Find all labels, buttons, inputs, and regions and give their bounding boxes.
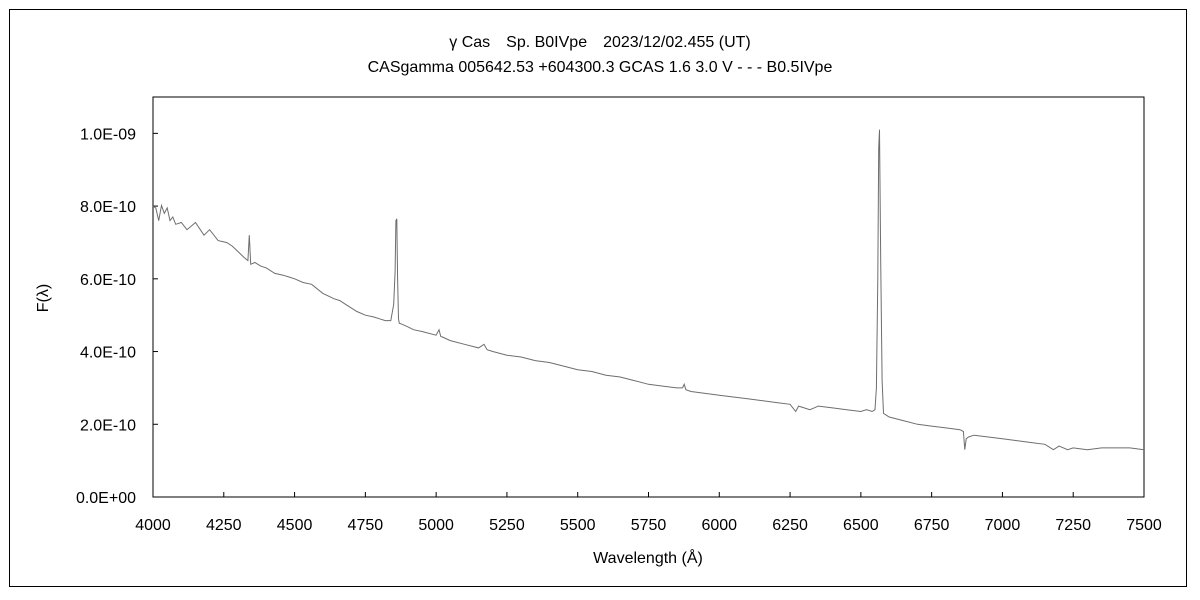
- y-axis-label: F(λ): [35, 284, 52, 312]
- plot-area: [152, 96, 1145, 498]
- x-tick-label: 4000: [135, 517, 171, 534]
- x-tick-label: 7000: [985, 517, 1021, 534]
- chart-subtitle: CASgamma 005642.53 +604300.3 GCAS 1.6 3.…: [367, 59, 833, 76]
- y-tick-label: 4.0E-10: [80, 345, 136, 362]
- y-tick-label: 8.0E-10: [80, 199, 136, 216]
- x-tick-label: 7250: [1055, 517, 1091, 534]
- chart-title: γ Cas Sp. B0IVpe 2023/12/02.455 (UT): [449, 34, 751, 51]
- x-tick-label: 5000: [418, 517, 454, 534]
- x-tick-label: 4750: [348, 517, 384, 534]
- y-tick-label: 2.0E-10: [80, 417, 136, 434]
- y-tick-label: 1.0E-09: [80, 126, 136, 143]
- x-tick-label: 4500: [277, 517, 313, 534]
- x-tick-label: 6000: [701, 517, 737, 534]
- x-tick-label: 5500: [560, 517, 596, 534]
- series-group: [152, 129, 1145, 451]
- x-axis-label: Wavelength (Å): [593, 548, 703, 567]
- x-tick-label: 7500: [1126, 517, 1162, 534]
- x-tick-label: 4250: [206, 517, 242, 534]
- x-tick-label: 5250: [489, 517, 525, 534]
- chart-frame: [9, 9, 1187, 587]
- x-tick-label: 6750: [914, 517, 950, 534]
- x-axis: 4000 4250 4500 4750 5000 5250 5500 5750 6000 6250…: [135, 492, 1162, 534]
- y-tick-label: 0.0E+00: [76, 490, 136, 507]
- y-tick-label: 6.0E-10: [80, 272, 136, 289]
- y-axis: 0.0E+00 2.0E-10 4.0E-10 6.0E-10 8.0E-10 1.0E-…: [76, 126, 158, 507]
- x-tick-label: 6250: [772, 517, 808, 534]
- x-tick-label: 5750: [631, 517, 667, 534]
- x-tick-label: 6500: [843, 517, 879, 534]
- spectrum-line: [152, 129, 1145, 451]
